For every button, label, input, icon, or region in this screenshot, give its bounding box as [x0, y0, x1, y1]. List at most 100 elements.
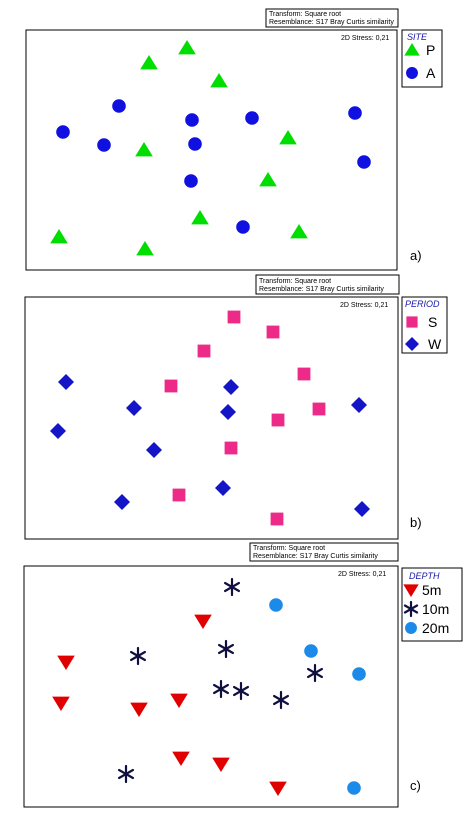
legend-label-5m: 5m [422, 582, 441, 598]
data-point-20m [352, 667, 366, 681]
data-point-10m [212, 679, 230, 699]
data-point-20m [304, 644, 318, 658]
panel-c-points [52, 577, 366, 796]
data-point-5m [172, 751, 190, 766]
data-point-a [56, 125, 70, 139]
panel-c-transform: Transform: Square root [253, 545, 325, 552]
data-point-p [279, 130, 297, 145]
data-point-5m [269, 781, 287, 796]
data-point-5m [212, 757, 230, 772]
data-point-w [58, 374, 74, 390]
panel-b-info-box [255, 274, 400, 295]
legend-label-w: W [428, 336, 442, 352]
data-point-10m [117, 764, 135, 784]
panel-c-stress: 2D Stress: 0,21 [338, 571, 386, 578]
data-point-a [357, 155, 371, 169]
data-point-5m [194, 614, 212, 629]
data-point-a [245, 111, 259, 125]
legend-marker-a [406, 67, 418, 79]
data-point-s [312, 402, 326, 416]
legend-marker-p [404, 43, 420, 56]
panel-c-legend-title: DEPTH [409, 571, 440, 581]
data-point-p [178, 40, 196, 55]
legend-marker-10m [403, 600, 419, 618]
panel-c-info-box [249, 542, 399, 562]
panel-c: Transform: Square root Resemblance: S17 … [23, 542, 463, 808]
data-point-w [126, 400, 142, 416]
panel-a-transform: Transform: Square root [269, 11, 341, 18]
data-point-10m [306, 663, 324, 683]
data-point-s [227, 310, 241, 324]
data-point-20m [269, 598, 283, 612]
panel-c-legend-entries: 5m 10m 20m [403, 582, 449, 636]
panel-a-legend-title: SITE [407, 32, 428, 42]
data-point-10m [223, 577, 241, 597]
panel-b-points [50, 310, 370, 526]
panel-b: Transform: Square root Resemblance: S17 … [24, 274, 448, 540]
panel-a-points [50, 40, 371, 256]
data-point-w [50, 423, 66, 439]
data-point-s [270, 512, 284, 526]
data-point-s [266, 325, 280, 339]
legend-marker-20m [405, 622, 417, 634]
legend-label-s: S [428, 314, 437, 330]
data-point-5m [52, 696, 70, 711]
panel-b-stress: 2D Stress: 0,21 [340, 302, 388, 309]
panel-a-stress: 2D Stress: 0,21 [341, 35, 389, 42]
data-point-a [348, 106, 362, 120]
data-point-s [164, 379, 178, 393]
legend-marker-s [406, 316, 418, 328]
data-point-5m [130, 702, 148, 717]
panel-a-resemblance: Resemblance: S17 Bray Curtis similarity [269, 19, 394, 26]
panel-c-plot-area [23, 565, 399, 808]
legend-label-10m: 10m [422, 601, 449, 617]
panel-a: Transform: Square root Resemblance: S17 … [25, 8, 443, 271]
data-point-w [223, 379, 239, 395]
panel-a-label: a) [410, 248, 422, 263]
data-point-10m [217, 639, 235, 659]
data-point-a [236, 220, 250, 234]
panel-a-info-box [265, 8, 399, 28]
data-point-10m [232, 681, 250, 701]
legend-label-p: P [426, 42, 435, 58]
data-point-p [136, 241, 154, 256]
data-point-w [220, 404, 236, 420]
panel-a-legend-entries: PA [404, 42, 436, 81]
panel-b-plot-area [24, 296, 399, 540]
data-point-p [191, 210, 209, 225]
data-point-w [114, 494, 130, 510]
data-point-s [172, 488, 186, 502]
panel-c-label: c) [410, 778, 421, 793]
data-point-p [210, 73, 228, 88]
data-point-p [259, 172, 277, 187]
data-point-p [50, 229, 68, 244]
data-point-a [184, 174, 198, 188]
data-point-w [215, 480, 231, 496]
data-point-s [271, 413, 285, 427]
data-point-20m [347, 781, 361, 795]
data-point-a [188, 137, 202, 151]
data-point-s [224, 441, 238, 455]
data-point-5m [170, 693, 188, 708]
panel-b-label: b) [410, 515, 422, 530]
data-point-s [297, 367, 311, 381]
legend-marker-5m [403, 584, 419, 597]
data-point-p [140, 55, 158, 70]
panel-b-legend-entries: SW [405, 314, 442, 352]
data-point-a [185, 113, 199, 127]
data-point-5m [57, 655, 75, 670]
data-point-w [146, 442, 162, 458]
data-point-p [135, 142, 153, 157]
data-point-w [351, 397, 367, 413]
data-point-p [290, 224, 308, 239]
legend-label-a: A [426, 65, 436, 81]
data-point-a [97, 138, 111, 152]
legend-marker-w [405, 337, 419, 351]
data-point-w [354, 501, 370, 517]
data-point-s [197, 344, 211, 358]
data-point-10m [129, 646, 147, 666]
panel-c-resemblance: Resemblance: S17 Bray Curtis similarity [253, 553, 378, 560]
data-point-a [112, 99, 126, 113]
data-point-10m [272, 690, 290, 710]
